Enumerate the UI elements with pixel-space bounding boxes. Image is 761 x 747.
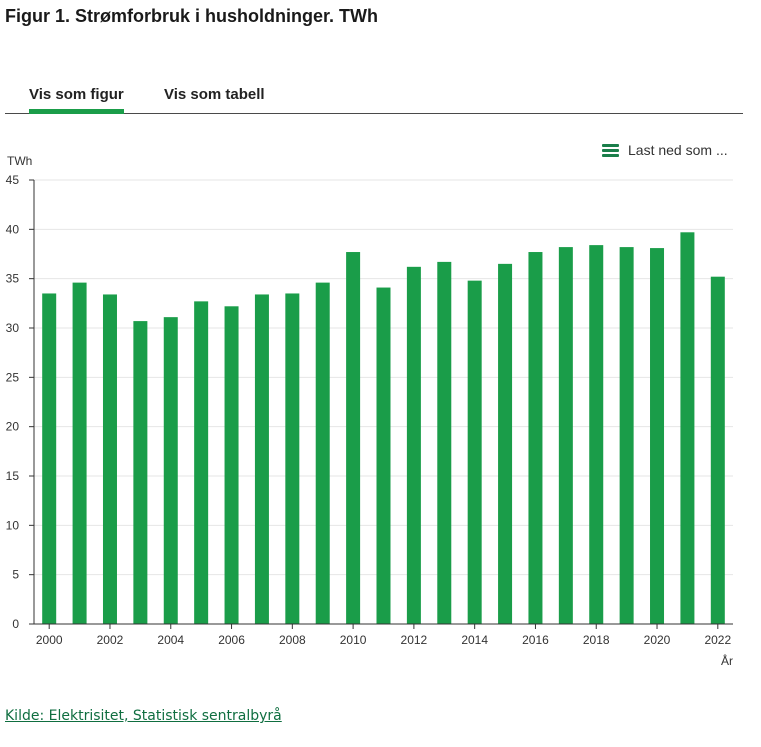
bar-2017 bbox=[558, 247, 573, 625]
bar-2013 bbox=[437, 261, 452, 624]
view-tabs: Vis som figur Vis som tabell bbox=[5, 84, 743, 114]
download-label: Last ned som ... bbox=[628, 142, 728, 158]
bar-chart: 0 5 10 15 20 25 30 35 40 45 TWh 2000 2002 2004 2006 200… bbox=[6, 154, 733, 668]
y-tick-label: 5 bbox=[12, 568, 19, 582]
y-tick-label: 30 bbox=[6, 321, 20, 335]
bar-2018 bbox=[589, 245, 604, 624]
y-tick-label: 45 bbox=[6, 173, 20, 187]
x-tick-label: 2012 bbox=[401, 633, 428, 647]
y-axis-title: TWh bbox=[7, 154, 32, 168]
y-tick-label: 25 bbox=[6, 370, 20, 384]
y-tick-label: 15 bbox=[6, 469, 20, 483]
figure-title: Figur 1. Strømforbruk i husholdninger. T… bbox=[5, 6, 378, 26]
source-link[interactable]: Kilde: Elektrisitet, Statistisk sentralb… bbox=[5, 708, 282, 724]
bar-2011 bbox=[376, 287, 391, 624]
x-tick-label: 2016 bbox=[522, 633, 549, 647]
x-axis-title: År bbox=[721, 653, 733, 668]
x-tick-label: 2022 bbox=[704, 633, 731, 647]
x-tick-label: 2008 bbox=[279, 633, 306, 647]
bar-2012 bbox=[406, 266, 421, 624]
download-button[interactable]: Last ned som ... bbox=[602, 141, 728, 159]
bar-2015 bbox=[498, 263, 513, 624]
bar-2014 bbox=[467, 280, 482, 624]
bar-2010 bbox=[346, 252, 361, 624]
y-tick-label: 20 bbox=[6, 420, 20, 434]
x-tick-label: 2020 bbox=[644, 633, 671, 647]
y-tick-label: 0 bbox=[12, 617, 19, 631]
bar-2021 bbox=[680, 232, 695, 624]
bar-2006 bbox=[224, 306, 239, 624]
menu-icon bbox=[602, 143, 619, 157]
y-tick-label: 10 bbox=[6, 518, 20, 532]
x-tick-label: 2000 bbox=[36, 633, 63, 647]
bar-2020 bbox=[650, 248, 665, 624]
tab-table[interactable]: Vis som tabell bbox=[164, 86, 265, 103]
bar-2001 bbox=[72, 282, 87, 624]
x-tick-label: 2010 bbox=[340, 633, 367, 647]
bar-2000 bbox=[42, 293, 57, 624]
bar-2005 bbox=[194, 301, 209, 624]
x-tick-label: 2002 bbox=[97, 633, 124, 647]
bar-2007 bbox=[254, 294, 269, 624]
bar-2003 bbox=[133, 321, 148, 624]
bar-2016 bbox=[528, 252, 543, 624]
x-tick-label: 2014 bbox=[461, 633, 488, 647]
bar-2022 bbox=[710, 276, 725, 624]
x-tick-label: 2018 bbox=[583, 633, 610, 647]
x-tick-label: 2004 bbox=[157, 633, 184, 647]
y-tick-label: 35 bbox=[6, 272, 20, 286]
y-tick-label: 40 bbox=[6, 222, 20, 236]
tab-figure[interactable]: Vis som figur bbox=[29, 86, 124, 114]
bar-2009 bbox=[315, 282, 330, 624]
bar-2004 bbox=[163, 317, 178, 624]
bar-2008 bbox=[285, 293, 300, 624]
bar-2019 bbox=[619, 247, 634, 625]
bar-2002 bbox=[102, 294, 117, 624]
x-tick-label: 2006 bbox=[218, 633, 245, 647]
